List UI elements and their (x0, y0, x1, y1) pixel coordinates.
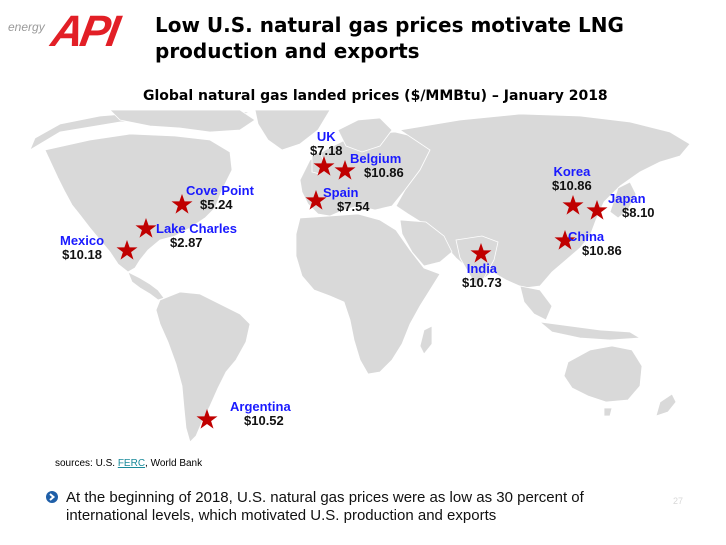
mexico-star-icon (116, 240, 138, 260)
china-star-icon (554, 230, 576, 250)
marker-price: $10.86 (582, 243, 622, 258)
land-japan (609, 181, 637, 219)
sources-prefix: sources: U.S. (55, 458, 118, 469)
chevron-right-icon (46, 491, 58, 503)
marker-name: Mexico (60, 233, 105, 248)
marker-name: Cove Point (186, 183, 254, 198)
bullet-point: At the beginning of 2018, U.S. natural g… (46, 489, 626, 525)
japan-label: Japan $8.10 (608, 192, 655, 220)
land-australia (563, 345, 643, 403)
mexico-label: Mexico $10.18 (60, 234, 104, 262)
map-title: Global natural gas landed prices ($/MMBt… (143, 88, 608, 104)
marker-name: UK (316, 129, 336, 144)
india-label: India $10.73 (462, 262, 502, 290)
spain-star-icon (305, 190, 327, 210)
land-arabia (399, 219, 453, 267)
land-new-zealand (655, 393, 677, 417)
marker-name: Spain (323, 185, 359, 200)
marker-price: $10.52 (244, 413, 284, 428)
logo-tagline: energy (8, 20, 45, 34)
marker-name: Argentina (230, 399, 291, 414)
bullet-text: At the beginning of 2018, U.S. natural g… (66, 489, 584, 524)
land-greenland (254, 110, 331, 151)
logo-brand: API (47, 7, 121, 56)
cove-point-label: Cove Point $5.24 (186, 184, 254, 212)
world-map (29, 110, 691, 443)
marker-price: $10.18 (62, 247, 102, 262)
korea-star-icon (562, 195, 584, 215)
marker-name: Korea (553, 164, 591, 179)
marker-price: $7.54 (337, 199, 370, 214)
marker-name: Lake Charles (156, 221, 237, 236)
argentina-label: Argentina $10.52 (230, 400, 291, 428)
land-scandinavia (337, 117, 393, 153)
lake-charles-label: Lake Charles $2.87 (156, 222, 237, 250)
land-central-america (127, 271, 165, 301)
india-star-icon (470, 243, 492, 263)
marker-price: $10.86 (364, 165, 404, 180)
spain-label: Spain $7.54 (323, 186, 370, 214)
belgium-star-icon (334, 160, 356, 180)
japan-star-icon (586, 200, 608, 220)
marker-price: $5.24 (200, 197, 233, 212)
api-logo: energy API (8, 4, 148, 60)
marker-name: China (568, 229, 605, 244)
sources-note: sources: U.S. FERC, World Bank (55, 458, 202, 469)
marker-price: $8.10 (622, 205, 655, 220)
argentina-star-icon (196, 409, 218, 429)
marker-name: Belgium (350, 151, 402, 166)
lake-charles-star-icon (135, 218, 157, 238)
marker-price: $10.86 (552, 178, 592, 193)
land-india (455, 235, 499, 287)
page-number: 27 (673, 496, 684, 506)
korea-label: Korea $10.86 (552, 165, 592, 193)
uk-label: UK $7.18 (310, 130, 343, 158)
land-canada-arctic (109, 110, 256, 133)
slide-title: Low U.S. natural gas prices motivate LNG… (155, 13, 624, 63)
marker-name: India (466, 261, 498, 276)
china-label: China $10.86 (568, 230, 622, 258)
belgium-label: Belgium $10.86 (350, 152, 404, 180)
cove-point-star-icon (171, 194, 193, 214)
land-africa (295, 213, 441, 375)
marker-name: Japan (608, 191, 646, 206)
land-tasmania (603, 407, 613, 417)
marker-price: $7.18 (310, 143, 343, 158)
ferc-link[interactable]: FERC (117, 458, 146, 469)
marker-price: $10.73 (462, 275, 502, 290)
marker-price: $2.87 (170, 235, 203, 250)
uk-star-icon (313, 156, 335, 176)
land-madagascar (419, 325, 433, 355)
land-indonesia (538, 321, 642, 341)
land-southeast-asia (519, 285, 553, 321)
sources-suffix: , World Bank (145, 458, 203, 469)
